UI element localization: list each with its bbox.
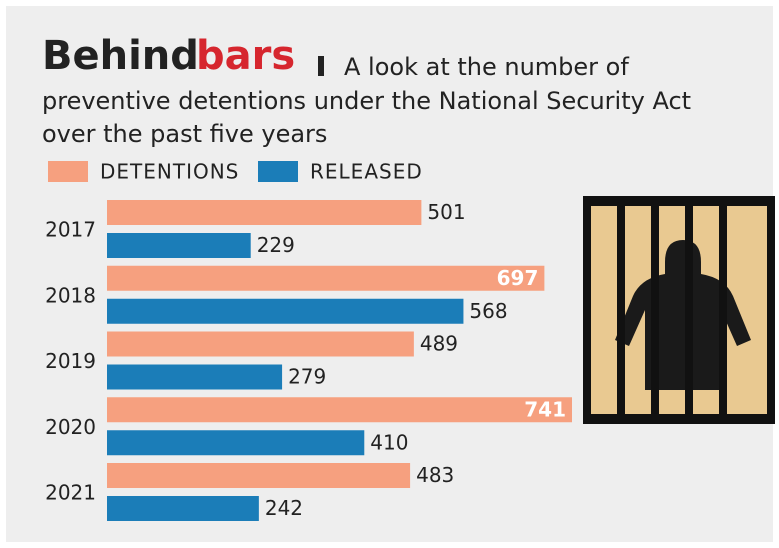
value-label: 242 — [265, 496, 303, 520]
y-tick-label: 2020 — [45, 415, 96, 439]
jail-bar — [583, 196, 591, 424]
jail-bar — [617, 196, 625, 424]
bar — [107, 430, 365, 456]
subtitle: over the past five years — [42, 120, 327, 148]
jail-icon — [583, 196, 775, 424]
bar — [107, 265, 545, 291]
y-tick-label: 2018 — [45, 283, 96, 307]
jail-bar — [651, 196, 659, 424]
legend-swatch — [258, 161, 298, 182]
chart-title-highlight: bars — [196, 33, 295, 79]
value-label: 741 — [524, 397, 566, 421]
y-tick-label: 2017 — [45, 218, 96, 242]
separator — [318, 56, 324, 76]
bar — [107, 397, 572, 423]
jail-frame — [583, 196, 775, 206]
value-label: 501 — [427, 200, 465, 224]
chart-title: Behind — [42, 33, 199, 79]
y-tick-label: 2021 — [45, 481, 96, 505]
prisoner-silhouette — [615, 240, 751, 390]
y-tick-label: 2019 — [45, 349, 96, 373]
legend-swatch — [48, 161, 88, 182]
bar — [107, 364, 283, 390]
value-label: 279 — [288, 365, 326, 389]
value-label: 410 — [370, 430, 408, 454]
value-label: 229 — [257, 233, 295, 257]
subtitle: A look at the number of — [344, 53, 629, 81]
jail-frame — [583, 414, 775, 424]
jail-bar — [719, 196, 727, 424]
legend-label: DETENTIONS — [100, 160, 239, 184]
jail-bar — [767, 196, 775, 424]
jail-bar — [685, 196, 693, 424]
subtitle: preventive detentions under the National… — [42, 87, 691, 115]
value-label: 568 — [469, 299, 507, 323]
value-label: 483 — [416, 463, 454, 487]
bar — [107, 496, 259, 521]
bar — [107, 331, 414, 357]
bar — [107, 200, 422, 225]
legend-label: RELEASED — [310, 160, 423, 184]
bar — [107, 298, 464, 324]
bar — [107, 463, 411, 488]
value-label: 697 — [497, 266, 539, 290]
bar — [107, 233, 251, 258]
value-label: 489 — [420, 332, 458, 356]
